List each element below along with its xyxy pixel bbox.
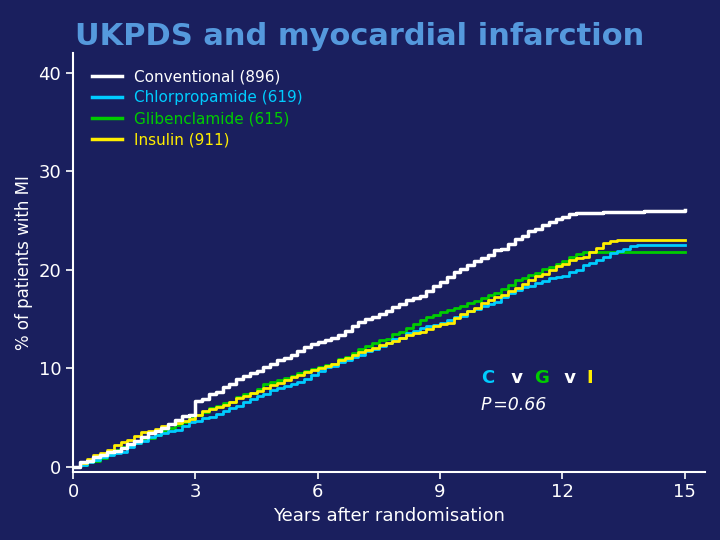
Conventional (896): [69, 463, 78, 470]
Insulin (911): [69, 463, 78, 470]
Chlorpropamide (619): [633, 242, 642, 248]
Conventional (896): [212, 389, 220, 395]
Text: v: v: [505, 369, 529, 387]
Conventional (896): [225, 381, 234, 388]
Conventional (896): [667, 207, 675, 214]
Y-axis label: % of patients with MI: % of patients with MI: [15, 175, 33, 350]
Insulin (911): [585, 249, 594, 255]
Glibenclamide (615): [69, 463, 78, 470]
Chlorpropamide (619): [225, 404, 234, 411]
Text: P =0.66: P =0.66: [481, 396, 546, 414]
Text: G: G: [534, 369, 549, 387]
Glibenclamide (615): [143, 435, 152, 442]
Glibenclamide (615): [592, 248, 600, 255]
Conventional (896): [680, 207, 689, 214]
Conventional (896): [660, 208, 669, 214]
Chlorpropamide (619): [69, 463, 78, 470]
Chlorpropamide (619): [585, 260, 594, 266]
X-axis label: Years after randomisation: Years after randomisation: [273, 507, 505, 525]
Text: v: v: [558, 369, 582, 387]
Glibenclamide (615): [673, 248, 682, 255]
Legend: Conventional (896), Chlorpropamide (619), Glibenclamide (615), Insulin (911): Conventional (896), Chlorpropamide (619)…: [87, 65, 307, 152]
Glibenclamide (615): [212, 403, 220, 409]
Chlorpropamide (619): [673, 242, 682, 248]
Insulin (911): [212, 404, 220, 410]
Glibenclamide (615): [667, 248, 675, 255]
Conventional (896): [585, 210, 594, 216]
Line: Chlorpropamide (619): Chlorpropamide (619): [73, 245, 685, 467]
Conventional (896): [143, 430, 152, 436]
Insulin (911): [225, 399, 234, 405]
Insulin (911): [680, 237, 689, 244]
Glibenclamide (615): [225, 399, 234, 405]
Insulin (911): [673, 237, 682, 244]
Line: Conventional (896): Conventional (896): [73, 211, 685, 467]
Text: C: C: [481, 369, 494, 387]
Glibenclamide (615): [680, 248, 689, 255]
Chlorpropamide (619): [680, 242, 689, 248]
Text: I: I: [587, 369, 593, 387]
Chlorpropamide (619): [143, 434, 152, 441]
Line: Insulin (911): Insulin (911): [73, 240, 685, 467]
Chlorpropamide (619): [667, 242, 675, 248]
Insulin (911): [612, 237, 621, 244]
Chlorpropamide (619): [212, 411, 220, 417]
Insulin (911): [143, 428, 152, 434]
Text: UKPDS and myocardial infarction: UKPDS and myocardial infarction: [76, 22, 644, 51]
Line: Glibenclamide (615): Glibenclamide (615): [73, 252, 685, 467]
Insulin (911): [667, 237, 675, 244]
Glibenclamide (615): [578, 248, 587, 255]
